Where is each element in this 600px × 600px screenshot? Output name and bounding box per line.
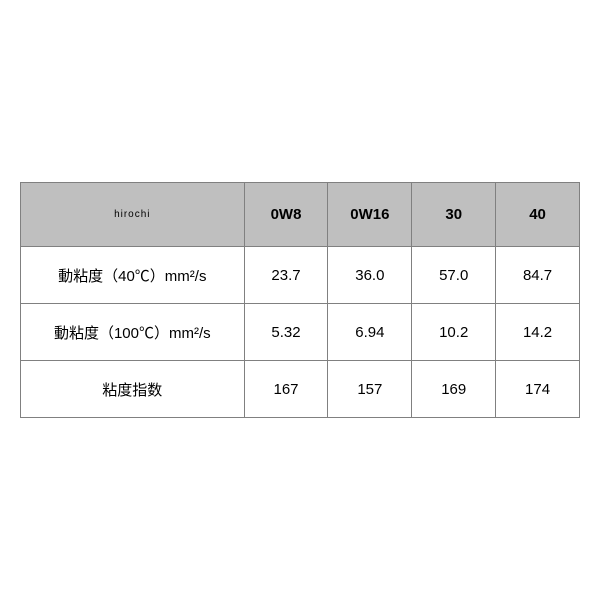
table-row: 動粘度（40℃）mm²/s 23.7 36.0 57.0 84.7 [21, 247, 580, 304]
cell-value: 169 [412, 361, 496, 418]
cell-value: 23.7 [244, 247, 328, 304]
table-row: 粘度指数 167 157 169 174 [21, 361, 580, 418]
row-label: 動粘度（100℃）mm²/s [21, 304, 245, 361]
column-header-0w16: 0W16 [328, 183, 412, 247]
cell-value: 14.2 [496, 304, 580, 361]
cell-value: 36.0 [328, 247, 412, 304]
cell-value: 5.32 [244, 304, 328, 361]
column-header-label: hirochi [21, 183, 245, 247]
cell-value: 167 [244, 361, 328, 418]
column-header-30: 30 [412, 183, 496, 247]
column-header-40: 40 [496, 183, 580, 247]
cell-value: 10.2 [412, 304, 496, 361]
column-header-0w8: 0W8 [244, 183, 328, 247]
table-row: 動粘度（100℃）mm²/s 5.32 6.94 10.2 14.2 [21, 304, 580, 361]
cell-value: 174 [496, 361, 580, 418]
table-header-row: hirochi 0W8 0W16 30 40 [21, 183, 580, 247]
viscosity-table-container: hirochi 0W8 0W16 30 40 動粘度（40℃）mm²/s 23.… [20, 182, 580, 418]
cell-value: 6.94 [328, 304, 412, 361]
cell-value: 57.0 [412, 247, 496, 304]
cell-value: 157 [328, 361, 412, 418]
row-label: 動粘度（40℃）mm²/s [21, 247, 245, 304]
viscosity-table: hirochi 0W8 0W16 30 40 動粘度（40℃）mm²/s 23.… [20, 182, 580, 418]
cell-value: 84.7 [496, 247, 580, 304]
row-label: 粘度指数 [21, 361, 245, 418]
